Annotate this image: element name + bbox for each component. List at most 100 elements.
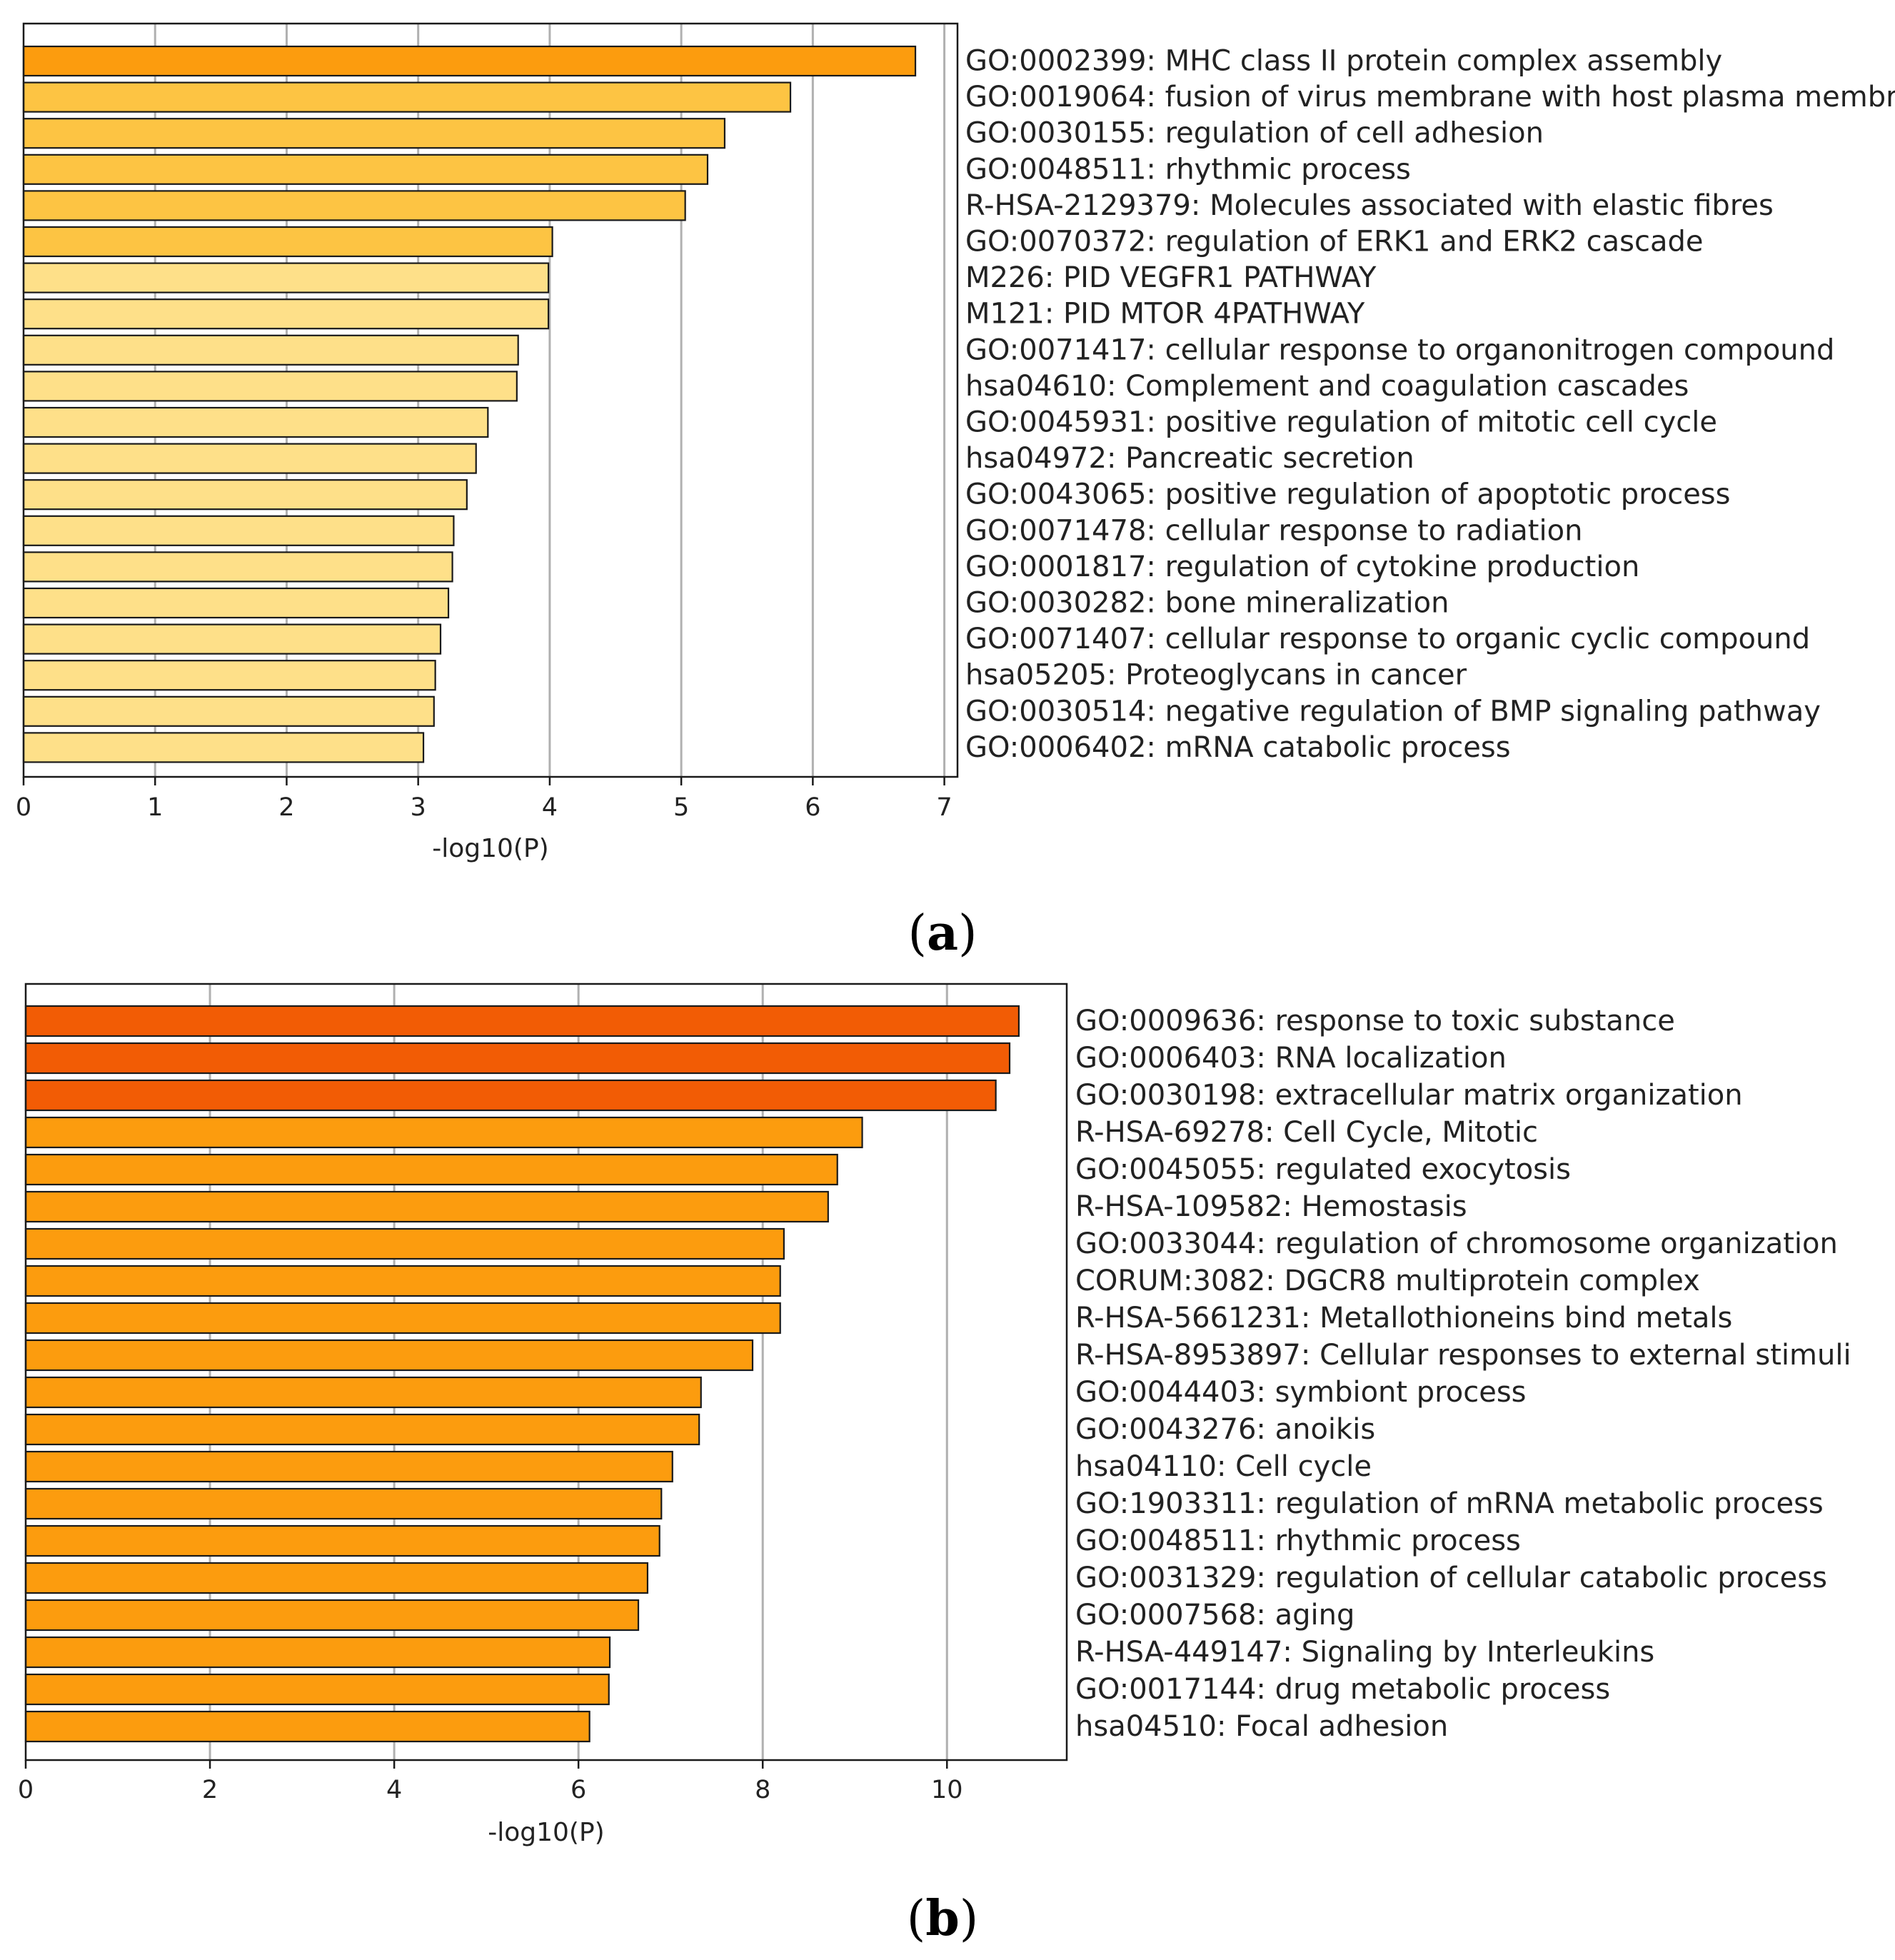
- a-bar-4: [22, 190, 686, 221]
- b-plot-frame: [24, 982, 1068, 1762]
- b-bar-11: [24, 1413, 700, 1446]
- a-tick-label-0: 0: [16, 793, 31, 822]
- b-category-label-13: GO:1903311: regulation of mRNA metabolic…: [1075, 1487, 1824, 1520]
- a-category-label-15: GO:0030282: bone mineralization: [965, 587, 1449, 620]
- a-plot-frame: [22, 22, 959, 778]
- b-bar-6: [24, 1227, 785, 1260]
- a-category-label-8: GO:0071417: cellular response to organon…: [965, 333, 1834, 366]
- b-panel-label: (b): [907, 1890, 979, 1947]
- a-bar-0: [22, 45, 917, 77]
- b-bar-16: [24, 1599, 640, 1632]
- a-bar-11: [22, 443, 477, 474]
- a-bar-13: [22, 515, 455, 546]
- b-bar-7: [24, 1265, 781, 1297]
- a-category-label-1: GO:0019064: fusion of virus membrane wit…: [965, 81, 1895, 114]
- b-tick-label-4: 8: [755, 1776, 770, 1804]
- b-bar-1: [24, 1042, 1011, 1075]
- a-tick-label-6: 6: [805, 793, 820, 822]
- a-tick-label-3: 3: [411, 793, 426, 822]
- b-category-label-0: GO:0009636: response to toxic substance: [1075, 1005, 1675, 1037]
- b-bar-0: [24, 1005, 1020, 1037]
- b-category-label-5: R-HSA-109582: Hemostasis: [1075, 1190, 1467, 1223]
- a-bar-8: [22, 334, 519, 366]
- b-category-label-6: GO:0033044: regulation of chromosome org…: [1075, 1227, 1838, 1260]
- b-category-label-14: GO:0048511: rhythmic process: [1075, 1524, 1521, 1557]
- a-bar-9: [22, 371, 518, 402]
- b-bar-8: [24, 1302, 781, 1335]
- panel-a-chart: 0 1 2 3 4 5 6 7 -log10(P) GO:0002399: MHC class I…: [16, 22, 1895, 962]
- b-bar-12: [24, 1450, 673, 1483]
- a-category-label-3: GO:0048511: rhythmic process: [965, 153, 1411, 186]
- a-bar-10: [22, 406, 489, 438]
- b-x-axis-label: -log10(P): [488, 1818, 604, 1847]
- b-bar-10: [24, 1376, 702, 1409]
- b-category-label-8: R-HSA-5661231: Metallothioneins bind met…: [1075, 1302, 1732, 1335]
- a-bar-3: [22, 154, 709, 185]
- a-tick-label-5: 5: [673, 793, 689, 822]
- b-category-label-10: GO:0044403: symbiont process: [1075, 1376, 1527, 1409]
- a-category-label-17: hsa05205: Proteoglycans in cancer: [965, 659, 1467, 692]
- b-category-label-1: GO:0006403: RNA localization: [1075, 1042, 1507, 1075]
- a-category-label-5: GO:0070372: regulation of ERK1 and ERK2 …: [965, 226, 1703, 258]
- b-category-label-18: GO:0017144: drug metabolic process: [1075, 1673, 1610, 1706]
- a-category-label-14: GO:0001817: regulation of cytokine produ…: [965, 551, 1639, 583]
- a-x-axis-label: -log10(P): [432, 834, 548, 863]
- a-bar-16: [22, 623, 442, 655]
- a-tick-label-4: 4: [542, 793, 558, 822]
- a-bar-14: [22, 551, 453, 583]
- b-category-label-12: hsa04110: Cell cycle: [1075, 1450, 1372, 1483]
- a-bar-5: [22, 226, 553, 258]
- b-bar-4: [24, 1153, 838, 1186]
- a-category-label-16: GO:0071407: cellular response to organic…: [965, 623, 1810, 655]
- b-category-label-4: GO:0045055: regulated exocytosis: [1075, 1153, 1571, 1186]
- a-category-label-18: GO:0030514: negative regulation of BMP s…: [965, 695, 1821, 728]
- b-bar-15: [24, 1562, 649, 1594]
- b-bar-13: [24, 1487, 663, 1520]
- b-bar-5: [24, 1190, 829, 1223]
- a-bar-17: [22, 660, 436, 691]
- b-category-label-9: R-HSA-8953897: Cellular responses to ext…: [1075, 1339, 1851, 1372]
- b-category-label-7: CORUM:3082: DGCR8 multiprotein complex: [1075, 1265, 1700, 1297]
- b-tick-label-5: 10: [931, 1776, 963, 1804]
- a-category-label-13: GO:0071478: cellular response to radiati…: [965, 514, 1582, 547]
- a-category-label-7: M121: PID MTOR 4PATHWAY: [965, 298, 1365, 331]
- b-bar-18: [24, 1673, 610, 1706]
- b-category-label-3: R-HSA-69278: Cell Cycle, Mitotic: [1075, 1116, 1538, 1149]
- b-category-label-17: R-HSA-449147: Signaling by Interleukins: [1075, 1636, 1654, 1669]
- b-bar-2: [24, 1079, 997, 1112]
- a-category-label-10: GO:0045931: positive regulation of mitot…: [965, 406, 1717, 439]
- a-bar-15: [22, 587, 450, 619]
- b-tick-label-0: 0: [18, 1776, 34, 1804]
- a-category-label-4: R-HSA-2129379: Molecules associated with…: [965, 189, 1774, 222]
- a-panel-label: (a): [908, 905, 977, 962]
- b-category-label-19: hsa04510: Focal adhesion: [1075, 1710, 1448, 1743]
- b-tick-label-3: 6: [570, 1776, 586, 1804]
- a-category-label-11: hsa04972: Pancreatic secretion: [965, 442, 1414, 475]
- a-bar-6: [22, 262, 550, 293]
- a-tick-label-7: 7: [936, 793, 952, 822]
- b-bar-3: [24, 1116, 863, 1149]
- b-category-label-15: GO:0031329: regulation of cellular catab…: [1075, 1562, 1827, 1594]
- a-category-label-9: hsa04610: Complement and coagulation cas…: [965, 370, 1689, 403]
- a-bar-7: [22, 298, 550, 330]
- b-tick-label-2: 4: [386, 1776, 402, 1804]
- b-category-label-2: GO:0030198: extracellular matrix organiz…: [1075, 1079, 1743, 1112]
- a-category-label-2: GO:0030155: regulation of cell adhesion: [965, 117, 1544, 150]
- b-bar-17: [24, 1636, 611, 1669]
- a-bar-1: [22, 81, 792, 113]
- a-tick-label-2: 2: [278, 793, 294, 822]
- a-bar-2: [22, 118, 726, 149]
- a-bar-12: [22, 479, 468, 511]
- a-bar-19: [22, 732, 425, 763]
- b-bar-14: [24, 1524, 660, 1557]
- a-category-label-19: GO:0006402: mRNA catabolic process: [965, 731, 1511, 764]
- b-category-label-16: GO:0007568: aging: [1075, 1599, 1354, 1632]
- b-tick-label-1: 2: [202, 1776, 218, 1804]
- panel-b-chart: 0 2 4 6 8 10 -log10(P) GO:0009636: response to …: [18, 982, 1851, 1947]
- a-category-label-6: M226: PID VEGFR1 PATHWAY: [965, 261, 1377, 294]
- b-bar-9: [24, 1339, 754, 1372]
- a-tick-label-1: 1: [147, 793, 163, 822]
- a-category-label-0: GO:0002399: MHC class II protein complex…: [965, 45, 1722, 78]
- b-category-label-11: GO:0043276: anoikis: [1075, 1413, 1375, 1446]
